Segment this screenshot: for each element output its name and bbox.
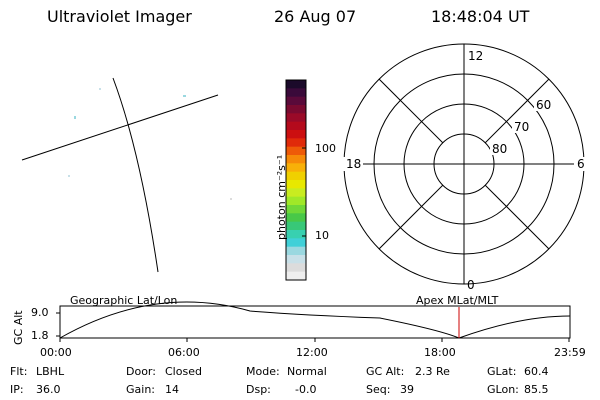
colorbar-tick-100: 100	[315, 142, 336, 155]
time-label: 18:48:04 UT	[431, 7, 530, 26]
xtick-label: 06:00	[168, 346, 200, 359]
colorbar-band	[286, 196, 306, 206]
info-gain-key: Gain:	[126, 383, 155, 396]
info-gain-value: 14	[165, 383, 179, 396]
colorbar-band	[286, 96, 306, 106]
colorbar-band	[286, 80, 306, 89]
colorbar-band	[286, 105, 306, 114]
app-title: Ultraviolet Imager	[47, 7, 192, 26]
info-flt-value: LBHL	[36, 365, 65, 378]
info-mode-key: Mode:	[246, 365, 280, 378]
colorbar-band	[286, 146, 306, 156]
date-label: 26 Aug 07	[274, 7, 357, 26]
colorbar-band	[286, 246, 306, 256]
xtick-label: 18:00	[424, 346, 456, 359]
info-dsp-value: -0.0	[295, 383, 317, 396]
colorbar-band	[286, 163, 306, 173]
info-seq-key: Seq:	[366, 383, 391, 396]
polar-label-0: 0	[467, 278, 475, 292]
colorbar-band	[286, 238, 306, 248]
colorbar-band	[286, 255, 306, 264]
timeline-ytick-1.8: 1.8	[31, 329, 49, 342]
info-ip-key: IP:	[10, 383, 24, 396]
polar-diagonal	[378, 78, 444, 144]
info-ip-value: 36.0	[36, 383, 61, 396]
colorbar-band	[286, 138, 306, 148]
info-gcalt-value: 2.3 Re	[415, 365, 450, 378]
colorbar-band	[286, 171, 306, 181]
colorbar-band	[286, 121, 306, 131]
polar-lat-70: 70	[514, 120, 529, 134]
info-mode-value: Normal	[287, 365, 327, 378]
colorbar-tick-10: 10	[315, 229, 329, 242]
polar-diagonal	[484, 78, 550, 144]
polar-diagonal	[378, 184, 444, 250]
polar-label-12: 12	[468, 49, 483, 63]
polar-label-6: 6	[577, 157, 585, 171]
polar-label-18: 18	[346, 157, 361, 171]
colorbar-band	[286, 213, 306, 223]
colorbar-band	[286, 188, 306, 198]
geographic-label: Geographic Lat/Lon	[70, 294, 178, 307]
polar-diagonal	[484, 184, 550, 250]
colorbar-band	[286, 88, 306, 98]
colorbar-band	[286, 155, 306, 164]
xtick-label: 12:00	[296, 346, 328, 359]
colorbar-frame	[285, 79, 307, 281]
info-dsp-key: Dsp:	[246, 383, 271, 396]
colorbar-band	[286, 221, 306, 231]
timeline-frame	[59, 305, 571, 339]
colorbar-band	[286, 180, 306, 189]
colorbar-band	[286, 113, 306, 123]
polar-lat-60: 60	[536, 98, 551, 112]
timeline-ytick-9: 9.0	[31, 306, 49, 319]
xtick-label: 00:00	[40, 346, 72, 359]
info-seq-value: 39	[400, 383, 414, 396]
altitude-curve	[59, 301, 571, 339]
info-door-key: Door:	[126, 365, 156, 378]
info-glat-key: GLat:	[487, 365, 517, 378]
info-door-value: Closed	[165, 365, 202, 378]
polar-lat-80: 80	[492, 142, 507, 156]
info-glat-value: 60.4	[524, 365, 549, 378]
colorbar-band	[286, 205, 306, 214]
info-glon-key: GLon:	[487, 383, 519, 396]
colorbar-band	[286, 263, 306, 273]
timeline-y-title: GC Alt	[12, 310, 25, 345]
colorbar-band	[286, 130, 306, 139]
xtick-label: 23:59	[554, 346, 586, 359]
info-gcalt-key: GC Alt:	[366, 365, 405, 378]
colorbar-band	[286, 230, 306, 239]
info-glon-value: 85.5	[524, 383, 549, 396]
colorbar-band	[286, 271, 306, 281]
info-flt-key: Flt:	[10, 365, 28, 378]
apex-label: Apex MLat/MLT	[416, 294, 499, 307]
